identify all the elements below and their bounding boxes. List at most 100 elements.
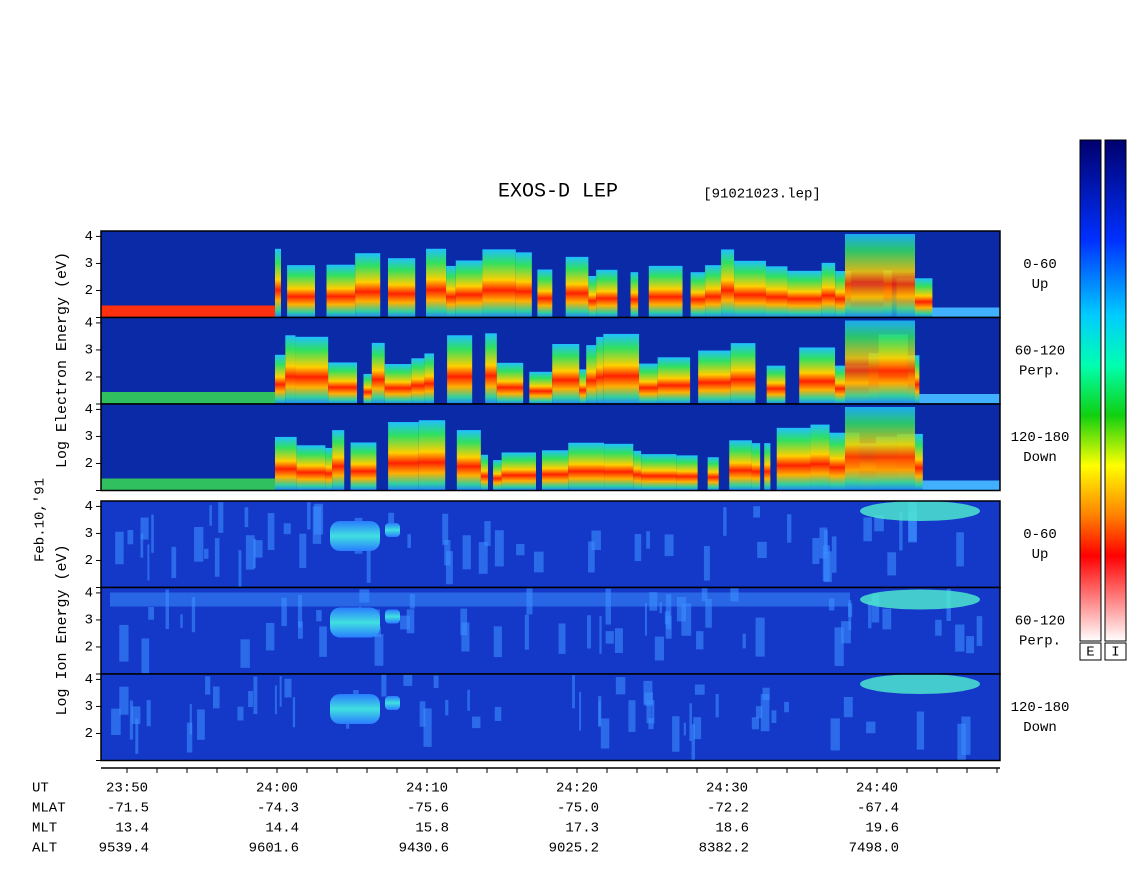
orbit-value: 13.4	[115, 821, 149, 837]
spectrogram-panel: 2 3 4 120-180 Down	[85, 672, 1069, 762]
pitch-direction: Up	[1032, 547, 1049, 563]
flux-patch	[180, 614, 183, 628]
flux-patch	[330, 521, 380, 551]
flux-patch	[646, 531, 650, 549]
y-tick-label: 4	[85, 316, 93, 332]
flux-patch	[976, 616, 983, 646]
flux-patch	[494, 530, 504, 567]
spectrogram-panel: 2 3 4 0-60 Up	[85, 229, 1057, 319]
flux-patch	[615, 677, 626, 695]
flux-patch	[119, 624, 129, 662]
flux-patch	[385, 523, 400, 537]
flux-patch	[603, 333, 640, 404]
flux-patch	[681, 603, 692, 636]
y-tick-label: 4	[85, 672, 93, 688]
low-energy-band	[915, 394, 1000, 404]
file-name: [91021023.lep]	[703, 187, 821, 203]
y-tick-label: 2	[85, 640, 93, 656]
flux-patch	[494, 706, 502, 721]
orbit-value: 9430.6	[399, 841, 449, 857]
flux-patch	[253, 676, 258, 715]
flux-patch	[734, 260, 766, 318]
flux-patch	[254, 540, 263, 558]
flux-patch	[515, 252, 532, 318]
flux-patch	[146, 700, 151, 727]
flux-patch	[957, 723, 966, 761]
ut-label: 24:10	[406, 781, 448, 797]
flux-patch	[643, 680, 653, 705]
flux-patch	[332, 430, 345, 491]
panel-texture	[101, 234, 1000, 318]
low-energy-band	[915, 307, 1000, 318]
flux-patch	[462, 535, 471, 570]
orbit-value: 14.4	[265, 821, 299, 837]
flux-patch	[423, 708, 432, 747]
flux-patch	[418, 420, 446, 491]
flux-patch	[316, 609, 322, 622]
y-tick-label: 4	[85, 402, 93, 418]
y-tick-label: 4	[85, 586, 93, 602]
colorbar-label-box	[1104, 642, 1127, 661]
flux-patch	[363, 373, 372, 404]
flux-patch	[267, 513, 275, 550]
ut-label: 24:00	[256, 781, 298, 797]
flux-patch	[586, 345, 597, 404]
flux-patch	[350, 442, 377, 491]
flux-patch	[698, 350, 731, 404]
flux-patch	[689, 703, 692, 742]
flux-patch	[812, 537, 820, 565]
flux-patch	[493, 626, 502, 658]
flux-patch	[455, 260, 483, 318]
flux-patch	[771, 710, 777, 723]
flux-patch	[445, 699, 449, 716]
ut-label: 23:50	[106, 781, 148, 797]
flux-patch	[194, 526, 204, 562]
colorbar	[1104, 139, 1127, 642]
flux-patch	[238, 550, 242, 589]
flux-patch	[787, 514, 792, 543]
orbit-value: 9025.2	[549, 841, 599, 857]
y-tick-label: 3	[85, 256, 93, 272]
pitch-direction: Up	[1032, 277, 1049, 293]
flux-patch	[131, 706, 141, 724]
flux-patch	[330, 694, 380, 724]
flux-patch	[419, 701, 426, 727]
flux-patch	[605, 588, 611, 625]
flux-patch	[628, 700, 636, 732]
flux-patch	[799, 347, 836, 404]
flux-patch	[307, 502, 311, 530]
flux-patch	[723, 507, 727, 536]
flux-patch	[537, 269, 553, 318]
flux-patch	[600, 718, 610, 749]
y-tick-label: 2	[85, 553, 93, 569]
flux-patch	[707, 457, 719, 491]
spectrogram-panel: 2 3 4 120-180 Down	[85, 402, 1069, 492]
ut-label: 24:20	[556, 781, 598, 797]
flux-patch	[579, 691, 582, 731]
flux-patch	[433, 675, 439, 689]
flux-patch	[442, 513, 449, 545]
flux-patch	[275, 248, 282, 318]
flux-patch	[127, 530, 134, 545]
flux-patch	[956, 532, 964, 567]
flux-patch	[572, 675, 575, 709]
flux-patch	[757, 541, 767, 559]
flux-patch	[140, 517, 149, 540]
flux-patch	[755, 706, 763, 719]
flux-patch	[787, 270, 822, 318]
flux-patch	[841, 621, 851, 644]
flux-patch	[588, 276, 597, 318]
flux-patch	[966, 636, 975, 654]
panel-frame	[100, 403, 1001, 492]
panel-texture	[101, 407, 1000, 491]
flux-patch	[387, 258, 416, 318]
flux-patch	[209, 505, 212, 526]
low-energy-band	[101, 392, 276, 404]
flux-patch	[596, 336, 604, 404]
flux-patch	[705, 598, 712, 628]
orbit-row-name: UT	[32, 781, 49, 797]
flux-patch	[705, 265, 722, 318]
flux-patch	[874, 515, 884, 532]
flux-patch	[882, 608, 892, 630]
flux-patch	[446, 265, 456, 318]
